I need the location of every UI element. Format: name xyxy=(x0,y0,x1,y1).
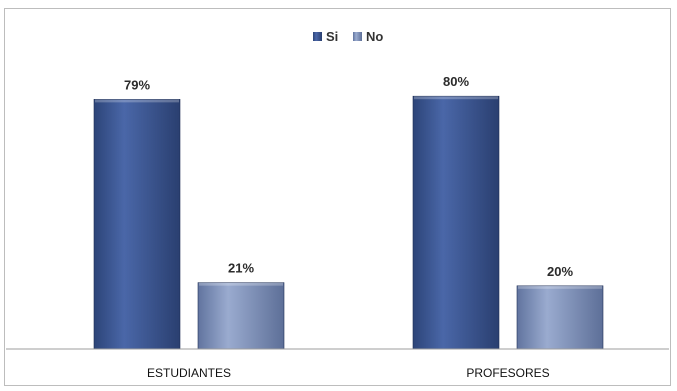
legend-swatch-si xyxy=(313,32,322,41)
data-label-profesores-si: 80% xyxy=(443,74,469,89)
legend-swatch-no xyxy=(353,32,362,41)
bar-profesores-no xyxy=(516,285,604,350)
data-labels-layer: 79% 80% 21% 20% xyxy=(124,74,573,279)
bar-highlight-profesores-si xyxy=(414,96,498,100)
bar-estudiantes-si xyxy=(93,99,181,350)
legend-label-si: Si xyxy=(326,29,338,44)
bar-highlight-estudiantes-si xyxy=(95,99,179,103)
legend-label-no: No xyxy=(366,29,383,44)
data-label-profesores-no: 20% xyxy=(547,264,573,279)
bars-layer xyxy=(93,95,604,350)
bar-profesores-si xyxy=(412,95,500,350)
bar-highlight-estudiantes-no xyxy=(199,282,283,286)
category-label-profesores: PROFESORES xyxy=(466,366,549,380)
data-label-estudiantes-si: 79% xyxy=(124,77,150,92)
bar-highlight-profesores-no xyxy=(518,285,602,289)
legend: Si No xyxy=(313,29,383,44)
bar-estudiantes-no xyxy=(197,282,285,350)
category-label-estudiantes: ESTUDIANTES xyxy=(147,366,231,380)
data-label-estudiantes-no: 21% xyxy=(228,261,254,276)
